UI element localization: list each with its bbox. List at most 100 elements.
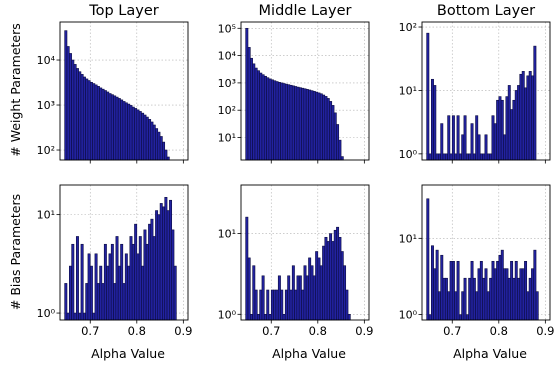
histogram-bar bbox=[442, 277, 446, 321]
histogram-bar bbox=[152, 236, 156, 321]
x-tick-label: 0.8 bbox=[128, 324, 146, 338]
histogram-bar bbox=[280, 82, 284, 161]
histogram-bar bbox=[129, 105, 133, 161]
histogram-bar bbox=[101, 88, 105, 161]
histogram-bar bbox=[340, 251, 344, 321]
histogram-bar bbox=[80, 74, 84, 161]
histogram-bar bbox=[498, 254, 502, 321]
histogram-bar bbox=[134, 108, 138, 161]
histogram-bar bbox=[347, 314, 351, 321]
histogram-bar bbox=[514, 260, 518, 321]
histogram-bar bbox=[87, 253, 91, 321]
histogram-bar bbox=[484, 268, 488, 321]
histogram-bar bbox=[71, 59, 75, 161]
histogram-bar bbox=[127, 103, 131, 161]
histogram-bar bbox=[129, 236, 133, 321]
histogram-bar bbox=[294, 289, 298, 321]
histogram-bar bbox=[166, 156, 170, 161]
histogram-bar bbox=[498, 96, 502, 161]
histogram-bar bbox=[456, 260, 460, 321]
histogram-bar bbox=[131, 106, 135, 161]
histogram-bar bbox=[291, 85, 295, 161]
histogram-bar bbox=[440, 123, 444, 161]
histogram-bar bbox=[470, 260, 474, 321]
histogram-bar bbox=[136, 109, 140, 161]
histogram-bar bbox=[294, 86, 298, 161]
histogram-bar bbox=[333, 229, 337, 321]
histogram-bar bbox=[263, 75, 267, 161]
histogram-bar bbox=[148, 223, 152, 321]
histogram-bar bbox=[115, 236, 119, 321]
histogram-bar bbox=[510, 260, 514, 321]
histogram-bar bbox=[531, 268, 535, 321]
histogram-bar bbox=[115, 96, 119, 161]
panel-1: 10² 10³ 10⁴ Top Layer bbox=[37, 3, 189, 164]
panel-frame bbox=[59, 184, 189, 321]
histogram-bar bbox=[273, 289, 277, 321]
histogram-bar bbox=[96, 86, 100, 161]
histogram-bar bbox=[69, 265, 72, 321]
histogram-bar bbox=[489, 277, 493, 321]
histogram-bar bbox=[433, 85, 437, 161]
histogram-bar bbox=[289, 289, 293, 321]
histogram-bar bbox=[449, 153, 453, 161]
histogram-bar bbox=[507, 277, 511, 321]
histogram-bar bbox=[252, 63, 256, 161]
histogram-bar bbox=[122, 101, 126, 161]
histogram-bar bbox=[64, 283, 68, 321]
histogram-bar bbox=[284, 289, 288, 321]
histogram-bar bbox=[322, 94, 326, 161]
histogram-bar bbox=[468, 277, 472, 321]
y-tick-label: 10¹ bbox=[399, 84, 417, 97]
histogram-bar bbox=[472, 277, 476, 321]
histogram-bar bbox=[155, 210, 159, 321]
histogram-bar bbox=[456, 115, 460, 161]
y-tick-label: 10⁰ bbox=[37, 307, 56, 320]
panel-4: 0.7 0.8 0.9 10⁰ 10¹ bbox=[37, 184, 192, 338]
histogram-bar bbox=[124, 102, 128, 161]
panel-2: 10¹ 10² 10³ 10⁴ 10⁵ Middle Layer bbox=[218, 3, 370, 164]
histogram-bar bbox=[169, 199, 173, 321]
histogram-bar bbox=[431, 78, 434, 161]
histogram-bar bbox=[331, 241, 335, 321]
histogram-bar bbox=[472, 153, 476, 161]
histogram-bar bbox=[475, 115, 479, 161]
y-tick-label: 10² bbox=[399, 21, 417, 34]
histogram-bar bbox=[261, 74, 265, 161]
histogram-bar bbox=[343, 265, 347, 321]
histogram-bar bbox=[94, 253, 98, 321]
histogram-bar bbox=[247, 257, 251, 321]
histogram-bar bbox=[162, 141, 166, 161]
histogram-bar bbox=[92, 312, 96, 321]
histogram-bar bbox=[256, 314, 260, 321]
histogram-bar bbox=[108, 93, 112, 161]
panel-6: 0.7 0.8 0.9 10⁰ 10¹ bbox=[399, 184, 554, 338]
histogram-bar bbox=[157, 131, 161, 161]
y-tick-label: 10² bbox=[37, 144, 55, 157]
histogram-bar bbox=[326, 241, 330, 321]
histogram-bar bbox=[164, 196, 168, 321]
histogram-bar bbox=[275, 289, 279, 321]
histogram-bar bbox=[287, 84, 291, 161]
histogram-bar bbox=[143, 229, 147, 321]
histogram-bar bbox=[254, 67, 258, 161]
y-tick-label: 10⁰ bbox=[399, 148, 418, 161]
histogram-bar bbox=[329, 233, 333, 321]
histogram-bar bbox=[526, 291, 530, 321]
histogram-bar bbox=[173, 265, 177, 321]
histogram-bar bbox=[326, 98, 330, 161]
histogram-bar bbox=[261, 275, 265, 321]
histogram-bar bbox=[99, 265, 103, 321]
y-tick-label: 10¹ bbox=[218, 228, 236, 241]
histogram-bar bbox=[254, 289, 258, 321]
histogram-bar bbox=[500, 249, 504, 321]
x-tick-label: 0.9 bbox=[536, 324, 554, 338]
histogram-bar bbox=[493, 123, 497, 161]
histogram-bar bbox=[301, 87, 305, 161]
histogram-bar bbox=[528, 71, 532, 161]
histogram-bar bbox=[75, 236, 79, 321]
histogram-bar bbox=[277, 275, 281, 321]
histogram-bar bbox=[78, 312, 82, 321]
histogram-bar bbox=[99, 87, 103, 161]
histogram-bar bbox=[110, 243, 114, 321]
